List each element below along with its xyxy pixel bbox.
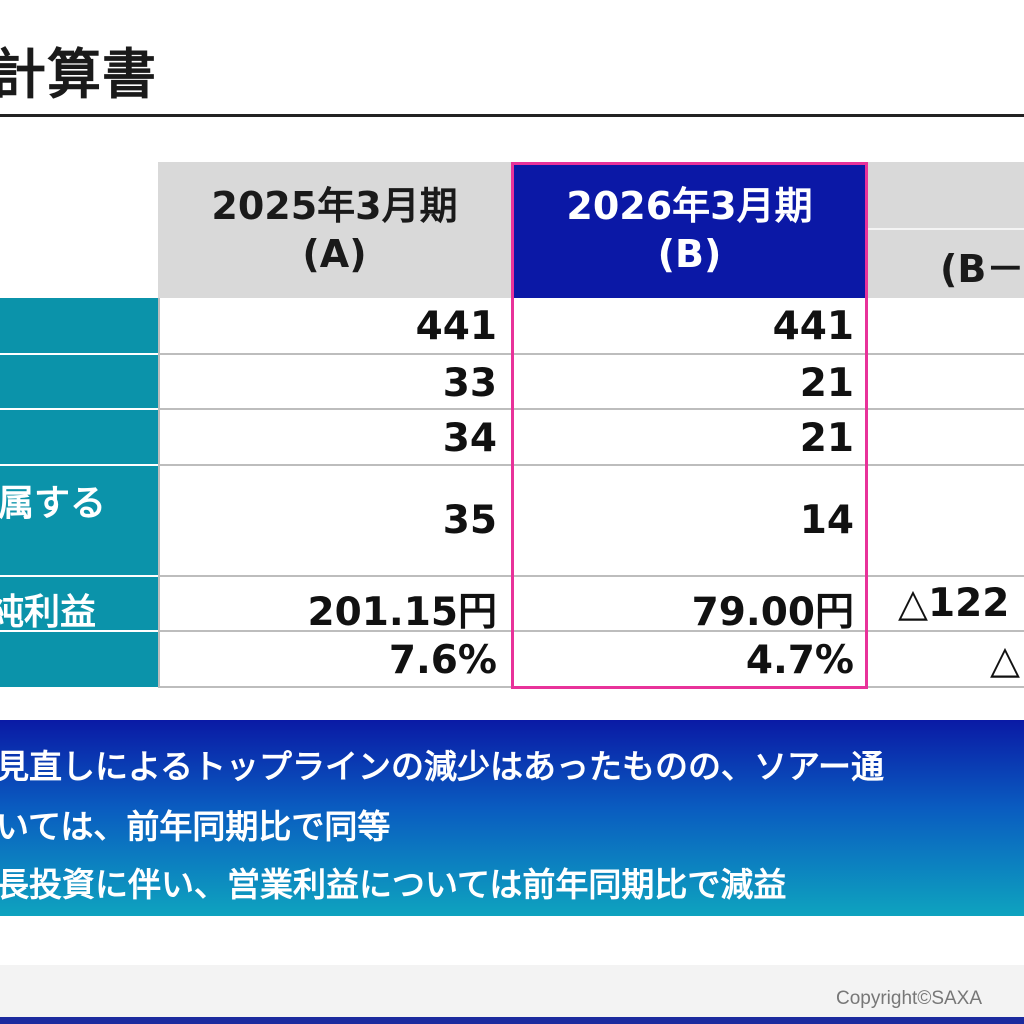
grid-hline bbox=[158, 630, 1024, 632]
value-b-6: 4.7% bbox=[745, 638, 854, 683]
label-separator bbox=[0, 353, 158, 355]
col-b-cell-6: 4.7% bbox=[511, 632, 868, 688]
value-b-1: 441 bbox=[772, 304, 854, 349]
title-underline bbox=[0, 114, 1024, 117]
row-label-cell-1 bbox=[0, 298, 158, 353]
grid-hline bbox=[158, 575, 1024, 577]
copyright-text: Copyright©SAXA bbox=[836, 988, 983, 1009]
label-separator bbox=[0, 464, 158, 466]
value-b-2: 21 bbox=[799, 361, 854, 406]
summary-line-1: 見直しによるトップラインの減少はあったものの、ソアー通 bbox=[0, 747, 885, 786]
row-label-cell-4: 属する bbox=[0, 466, 158, 575]
value-b-5: 79.00円 bbox=[691, 590, 854, 635]
summary-banner: 見直しによるトップラインの減少はあったものの、ソアー通 いては、前年同期比で同等… bbox=[0, 720, 1024, 916]
col-a-cell-2: 33 bbox=[158, 355, 511, 410]
footer-band bbox=[0, 965, 1024, 1017]
header-2025-code: (A) bbox=[302, 232, 367, 276]
page-title: 計算書 bbox=[0, 43, 157, 106]
row-label-cell-5: 純利益 bbox=[0, 577, 158, 633]
bottom-accent-bar bbox=[0, 1017, 1024, 1024]
header-2026: 2026年3月期 (B) bbox=[514, 165, 865, 298]
header-diff-divider bbox=[868, 228, 1024, 230]
value-a-4: 35 bbox=[442, 498, 497, 543]
col-a-cell-6: 7.6% bbox=[158, 632, 511, 688]
col-a-cell-1: 441 bbox=[158, 298, 511, 355]
header-2026-period: 2026年3月期 bbox=[566, 184, 813, 228]
header-2025-period: 2025年3月期 bbox=[211, 184, 458, 228]
header-2025: 2025年3月期 (A) bbox=[158, 162, 511, 298]
value-a-1: 441 bbox=[415, 304, 497, 349]
summary-line-3: 長投資に伴い、営業利益については前年同期比で減益 bbox=[0, 865, 787, 904]
row-label-4: 属する bbox=[0, 483, 106, 524]
col-b-cell-3: 21 bbox=[511, 410, 868, 466]
header-2026-code: (B) bbox=[657, 232, 722, 276]
header-diff-code: (B－ bbox=[940, 247, 1024, 291]
label-separator bbox=[0, 575, 158, 577]
label-separator bbox=[0, 408, 158, 410]
row-label-cell-6 bbox=[0, 632, 158, 687]
col-a-cell-5: 201.15円 bbox=[158, 577, 511, 635]
row-label-cell-3 bbox=[0, 410, 158, 464]
col-c-cell-5: △122 bbox=[868, 577, 1024, 632]
value-a-3: 34 bbox=[442, 416, 497, 461]
col-b-cell-5: 79.00円 bbox=[511, 577, 868, 635]
header-diff: (B－ bbox=[868, 162, 1024, 298]
col-b-cell-2: 21 bbox=[511, 355, 868, 410]
col-a-cell-3: 34 bbox=[158, 410, 511, 466]
summary-line-2: いては、前年同期比で同等 bbox=[0, 807, 391, 846]
value-a-6: 7.6% bbox=[388, 638, 497, 683]
col-b-cell-4: 14 bbox=[511, 466, 868, 577]
label-separator bbox=[0, 630, 158, 632]
value-b-3: 21 bbox=[799, 416, 854, 461]
grid-hline bbox=[158, 464, 1024, 466]
grid-hline bbox=[158, 686, 1024, 688]
row-label-5: 純利益 bbox=[0, 592, 96, 633]
value-b-4: 14 bbox=[799, 498, 854, 543]
value-c-6: △ bbox=[990, 638, 1020, 683]
value-a-5: 201.15円 bbox=[307, 590, 498, 635]
value-a-2: 33 bbox=[442, 361, 497, 406]
col-a-cell-4: 35 bbox=[158, 466, 511, 577]
grid-hline bbox=[158, 353, 1024, 355]
grid-hline bbox=[158, 408, 1024, 410]
row-label-cell-2 bbox=[0, 355, 158, 408]
grid-vline bbox=[158, 298, 160, 688]
col-c-cell-6: △ bbox=[868, 632, 1024, 688]
value-c-5: △122 bbox=[898, 581, 1010, 626]
col-b-cell-1: 441 bbox=[511, 298, 868, 355]
